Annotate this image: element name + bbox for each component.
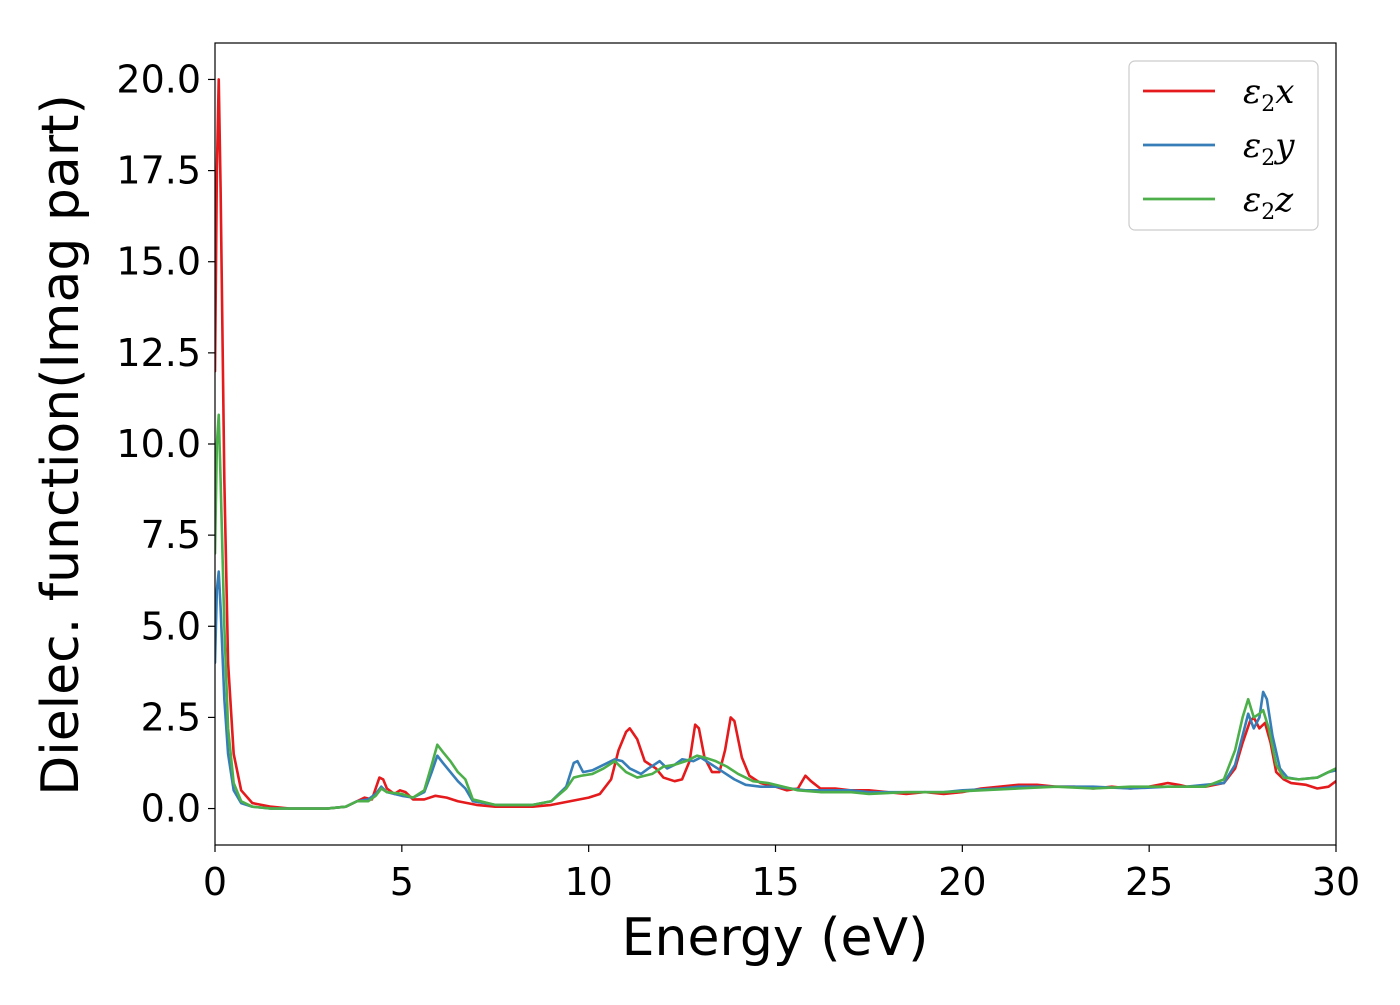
x-tick-label: 15 [751, 860, 799, 904]
x-tick-label: 25 [1125, 860, 1173, 904]
x-tick-label: 20 [938, 860, 986, 904]
series-lines [215, 78, 1336, 810]
legend-label-x: ε2x [1243, 72, 1294, 117]
y-tick-label: 10.0 [116, 422, 201, 466]
x-axis-title: Energy (eV) [622, 908, 929, 968]
y-tick-label: 2.5 [141, 695, 201, 739]
axes: 0 5 10 15 20 25 30 0.0 2.5 5.0 7.5 10.0 12.5 15.0 17.5… [116, 42, 1360, 904]
x-tick-label: 30 [1312, 860, 1360, 904]
y-axis-title: Dielec. function(Imag part) [31, 94, 91, 796]
series-line-y [215, 570, 1336, 810]
y-tick-label: 12.5 [116, 331, 201, 375]
y-tick-label: 17.5 [116, 149, 201, 193]
x-tick-label: 10 [564, 860, 612, 904]
y-tick-label: 0.0 [141, 787, 201, 831]
legend: ε2x ε2y ε2z [1128, 60, 1319, 231]
legend-label-z: ε2z [1243, 180, 1294, 225]
legend-box [1128, 60, 1319, 231]
series-line-z [215, 413, 1336, 810]
y-tick-label: 15.0 [116, 240, 201, 284]
x-tick-label: 0 [203, 860, 227, 904]
plot-area [215, 78, 1336, 810]
y-tick-label: 5.0 [141, 604, 201, 648]
legend-label-y: ε2y [1243, 126, 1295, 171]
y-tick-label: 7.5 [141, 513, 201, 557]
x-tick-label: 5 [390, 860, 414, 904]
y-tick-label: 20.0 [116, 57, 201, 101]
